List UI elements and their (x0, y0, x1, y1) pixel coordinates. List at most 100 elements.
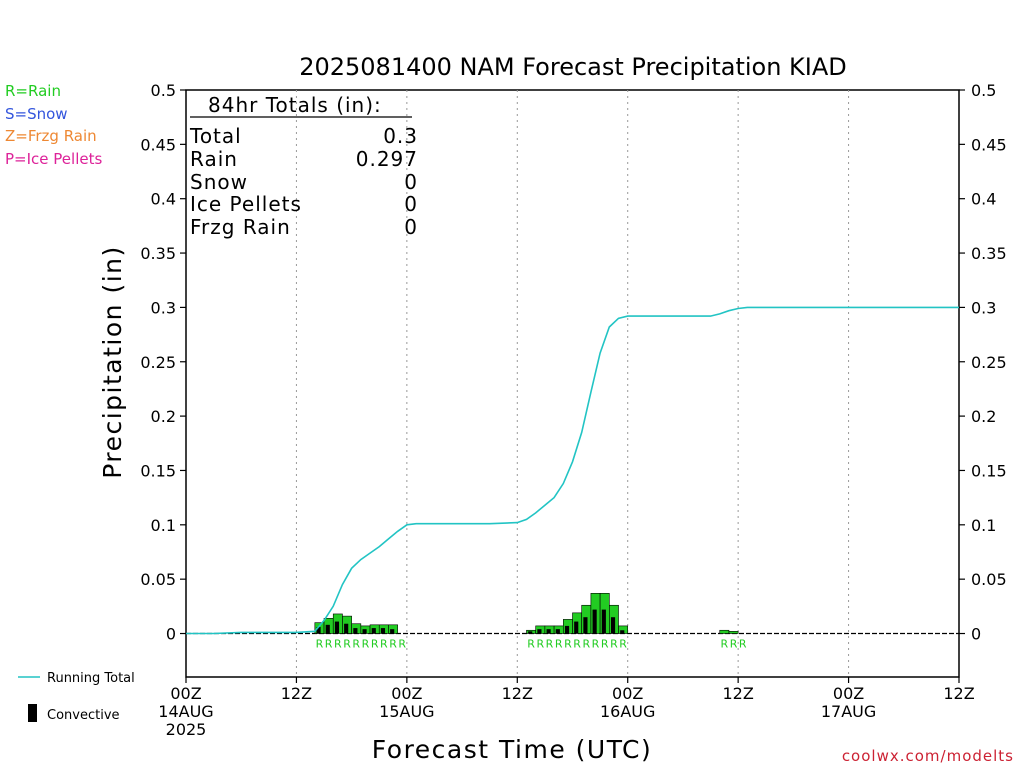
key-ice-pellets: P=Ice Pellets (5, 150, 102, 168)
y-tick-label-right: 0.35 (971, 244, 1007, 263)
y-tick-label-left: 0.5 (151, 81, 176, 100)
x-tick-label: 12Z (722, 684, 753, 703)
totals-value-total: 0.3 (383, 124, 418, 148)
precip-type-label: R (352, 638, 360, 651)
grid-lines (295, 90, 850, 677)
convective-bar (334, 621, 340, 634)
y-tick-label-left: 0.2 (151, 407, 176, 426)
convective-bar (620, 630, 625, 634)
convective-bar (601, 609, 606, 634)
convective-bar (537, 629, 542, 634)
x-tick-label: 00Z (391, 684, 422, 703)
credit-text: coolwx.com/modelts (842, 747, 1014, 765)
precip-type-label: R (389, 638, 397, 651)
totals-value-ice-pellets: 0 (404, 192, 418, 216)
precip-type-label: R (398, 638, 406, 651)
precip-type-key: R=Rain S=Snow Z=Frzg Rain P=Ice Pellets (5, 82, 102, 168)
precip-type-label: R (527, 638, 535, 651)
convective-bar (390, 629, 395, 634)
y-tick-label-left: 0.4 (151, 190, 176, 209)
totals-label-rain: Rain (190, 147, 238, 171)
y-tick-label-left: 0 (166, 625, 176, 644)
convective-bar (610, 617, 616, 634)
y-tick-label-left: 0.45 (140, 135, 176, 154)
convective-bar (380, 628, 386, 634)
y-tick-label-right: 0.05 (971, 570, 1007, 589)
totals-label-snow: Snow (190, 170, 248, 194)
chart-title: 2025081400 NAM Forecast Precipitation KI… (299, 53, 847, 81)
convective-bar (371, 628, 376, 634)
convective-bar (353, 628, 358, 634)
convective-bar (555, 629, 560, 634)
precip-type-label: R (362, 638, 370, 651)
precip-type-label: R (380, 638, 388, 651)
y-tick-label-left: 0.25 (140, 353, 176, 372)
precip-type-label: R (555, 638, 563, 651)
convective-bar (362, 629, 367, 634)
precip-type-label: R (592, 638, 600, 651)
precip-bar (719, 629, 730, 634)
y-tick-label-left: 0.3 (151, 298, 176, 317)
precip-type-label: R (721, 638, 729, 651)
x-tick-label: 12Z (943, 684, 974, 703)
convective-swatch (28, 704, 37, 722)
convective-bar (546, 629, 551, 634)
y-tick-label-left: 0.1 (151, 516, 176, 535)
precip-bars (314, 592, 739, 634)
y-tick-label-left: 0.35 (140, 244, 176, 263)
precip-type-label: R (371, 638, 379, 651)
plot-frame (185, 89, 960, 678)
x-tick-label: 2025 (166, 720, 207, 739)
x-tick-label: 00Z (170, 684, 201, 703)
precip-type-label: R (619, 638, 627, 651)
key-rain: R=Rain (5, 82, 61, 100)
x-tick-label: 12Z (281, 684, 312, 703)
y-tick-label-right: 0 (971, 625, 981, 644)
precip-type-label: R (546, 638, 554, 651)
running-total-legend-label: Running Total (47, 671, 135, 686)
totals-label-ice-pellets: Ice Pellets (190, 192, 302, 216)
y-axis-left: 0 0.05 0.1 0.15 0.2 0.25 0.3 0.35 0.4 0.45 0.5 (140, 81, 186, 644)
x-tick-label: 15AUG (379, 702, 434, 721)
totals-header: 84hr Totals (in): (208, 93, 382, 117)
convective-legend-label: Convective (47, 708, 120, 723)
y-tick-label-left: 0.05 (140, 570, 176, 589)
key-freezing-rain: Z=Frzg Rain (5, 127, 97, 145)
y-tick-label-right: 0.15 (971, 461, 1007, 480)
precip-bar (728, 631, 739, 634)
running-total-line (186, 306, 959, 635)
y-tick-label-right: 0.3 (971, 298, 996, 317)
precip-type-label: R (536, 638, 544, 651)
y-tick-label-right: 0.1 (971, 516, 996, 535)
convective-bar (592, 609, 597, 634)
precip-type-label: R (582, 638, 590, 651)
x-tick-label: 16AUG (600, 702, 655, 721)
x-tick-label: 17AUG (821, 702, 876, 721)
x-tick-label: 12Z (502, 684, 533, 703)
x-tick-label: 00Z (612, 684, 643, 703)
convective-bar (325, 624, 330, 634)
precip-type-label: R (739, 638, 747, 651)
precip-type-label: R (730, 638, 738, 651)
x-tick-label: 14AUG (158, 702, 213, 721)
precip-type-label: R (316, 638, 324, 651)
y-tick-label-right: 0.45 (971, 135, 1007, 154)
series-legend: Running Total Convective (18, 671, 135, 723)
y-axis-title: Precipitation (in) (98, 245, 127, 479)
convective-bar (528, 631, 533, 634)
totals-box: 84hr Totals (in): Total 0.3 Rain 0.297 S… (189, 93, 418, 239)
precip-type-label: R (325, 638, 333, 651)
precip-type-label: R (343, 638, 351, 651)
convective-bar (316, 626, 321, 634)
x-axis-title: Forecast Time (UTC) (372, 735, 652, 764)
convective-bar (583, 617, 588, 634)
key-snow: S=Snow (5, 105, 68, 123)
totals-value-freezing-rain: 0 (404, 215, 418, 239)
totals-value-snow: 0 (404, 170, 418, 194)
running-total-path (186, 306, 959, 635)
precip-type-label: R (573, 638, 581, 651)
precip-type-label: R (334, 638, 342, 651)
